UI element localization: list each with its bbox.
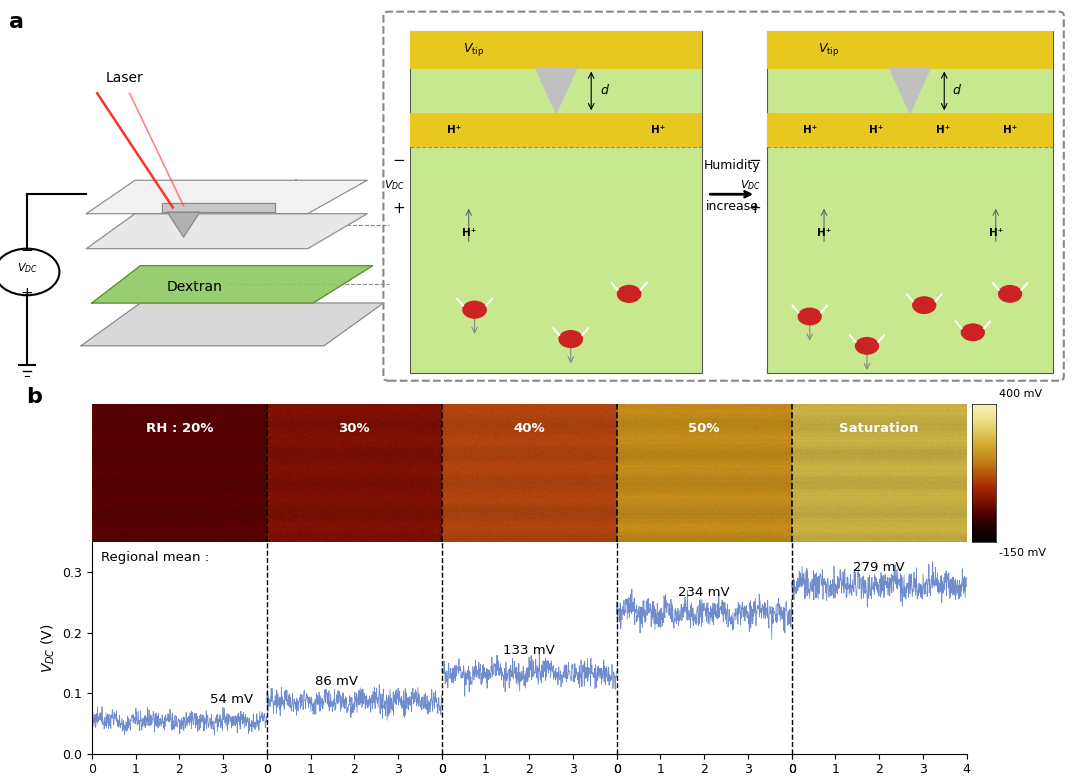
Text: a: a xyxy=(9,12,24,32)
Bar xyxy=(767,113,1053,147)
Circle shape xyxy=(855,337,878,354)
Text: H⁺: H⁺ xyxy=(869,125,883,135)
Text: H⁺: H⁺ xyxy=(651,125,665,135)
Text: 86 mV: 86 mV xyxy=(315,675,359,688)
Polygon shape xyxy=(890,68,930,113)
Polygon shape xyxy=(81,303,383,346)
Text: $V_\mathrm{tip}$: $V_\mathrm{tip}$ xyxy=(463,41,484,58)
Text: increase: increase xyxy=(705,200,759,214)
Text: d: d xyxy=(600,85,608,97)
Circle shape xyxy=(618,285,640,302)
Text: 50%: 50% xyxy=(688,422,720,435)
Text: +: + xyxy=(748,201,761,216)
Text: $V_\mathrm{tip}$: $V_\mathrm{tip}$ xyxy=(819,41,840,58)
Text: −: − xyxy=(748,154,761,169)
Text: H⁺: H⁺ xyxy=(447,125,461,135)
Text: H⁺: H⁺ xyxy=(461,228,476,238)
Circle shape xyxy=(961,324,984,340)
Text: Dextran: Dextran xyxy=(166,280,222,294)
Text: Regional mean :: Regional mean : xyxy=(100,551,208,563)
Bar xyxy=(410,31,702,373)
Text: -150 mV: -150 mV xyxy=(999,548,1047,558)
Text: d: d xyxy=(953,85,961,97)
Text: $V_{DC}$: $V_{DC}$ xyxy=(741,178,761,192)
Text: 30%: 30% xyxy=(338,422,370,435)
Text: H⁺: H⁺ xyxy=(988,228,1003,238)
Text: b: b xyxy=(26,388,42,407)
Text: +: + xyxy=(392,201,405,216)
Text: H⁺: H⁺ xyxy=(802,125,816,135)
Text: 133 mV: 133 mV xyxy=(503,644,555,657)
Circle shape xyxy=(913,297,935,313)
Text: 400 mV: 400 mV xyxy=(999,388,1042,399)
Circle shape xyxy=(798,308,821,325)
Text: +: + xyxy=(21,286,33,301)
Text: −: − xyxy=(21,242,33,258)
Bar xyxy=(410,31,702,68)
Text: 279 mV: 279 mV xyxy=(853,561,905,574)
Text: Laser: Laser xyxy=(106,71,143,85)
Polygon shape xyxy=(86,180,367,214)
Text: Tip: Tip xyxy=(286,179,307,193)
Text: 234 mV: 234 mV xyxy=(678,586,730,599)
Text: $V_{DC}$: $V_{DC}$ xyxy=(16,261,38,275)
Text: H⁺: H⁺ xyxy=(1003,125,1017,135)
Polygon shape xyxy=(167,212,200,237)
Text: H⁺: H⁺ xyxy=(816,228,832,238)
Polygon shape xyxy=(86,214,367,249)
Text: Humidity: Humidity xyxy=(704,159,760,172)
Text: $V_{DC}$: $V_{DC}$ xyxy=(384,178,405,192)
Bar xyxy=(410,113,702,147)
Y-axis label: $V_{DC}$ (V): $V_{DC}$ (V) xyxy=(39,623,56,673)
Text: 40%: 40% xyxy=(513,422,545,435)
Text: Saturation: Saturation xyxy=(839,422,919,435)
Circle shape xyxy=(999,286,1022,302)
Text: −: − xyxy=(392,154,405,169)
Polygon shape xyxy=(536,68,577,113)
Bar xyxy=(767,31,1053,373)
Polygon shape xyxy=(162,203,275,212)
Circle shape xyxy=(559,331,582,347)
Polygon shape xyxy=(92,266,373,303)
Circle shape xyxy=(463,301,486,318)
Text: H⁺: H⁺ xyxy=(936,125,950,135)
Bar xyxy=(767,31,1053,68)
Text: 54 mV: 54 mV xyxy=(211,693,254,706)
Text: RH : 20%: RH : 20% xyxy=(146,422,213,435)
